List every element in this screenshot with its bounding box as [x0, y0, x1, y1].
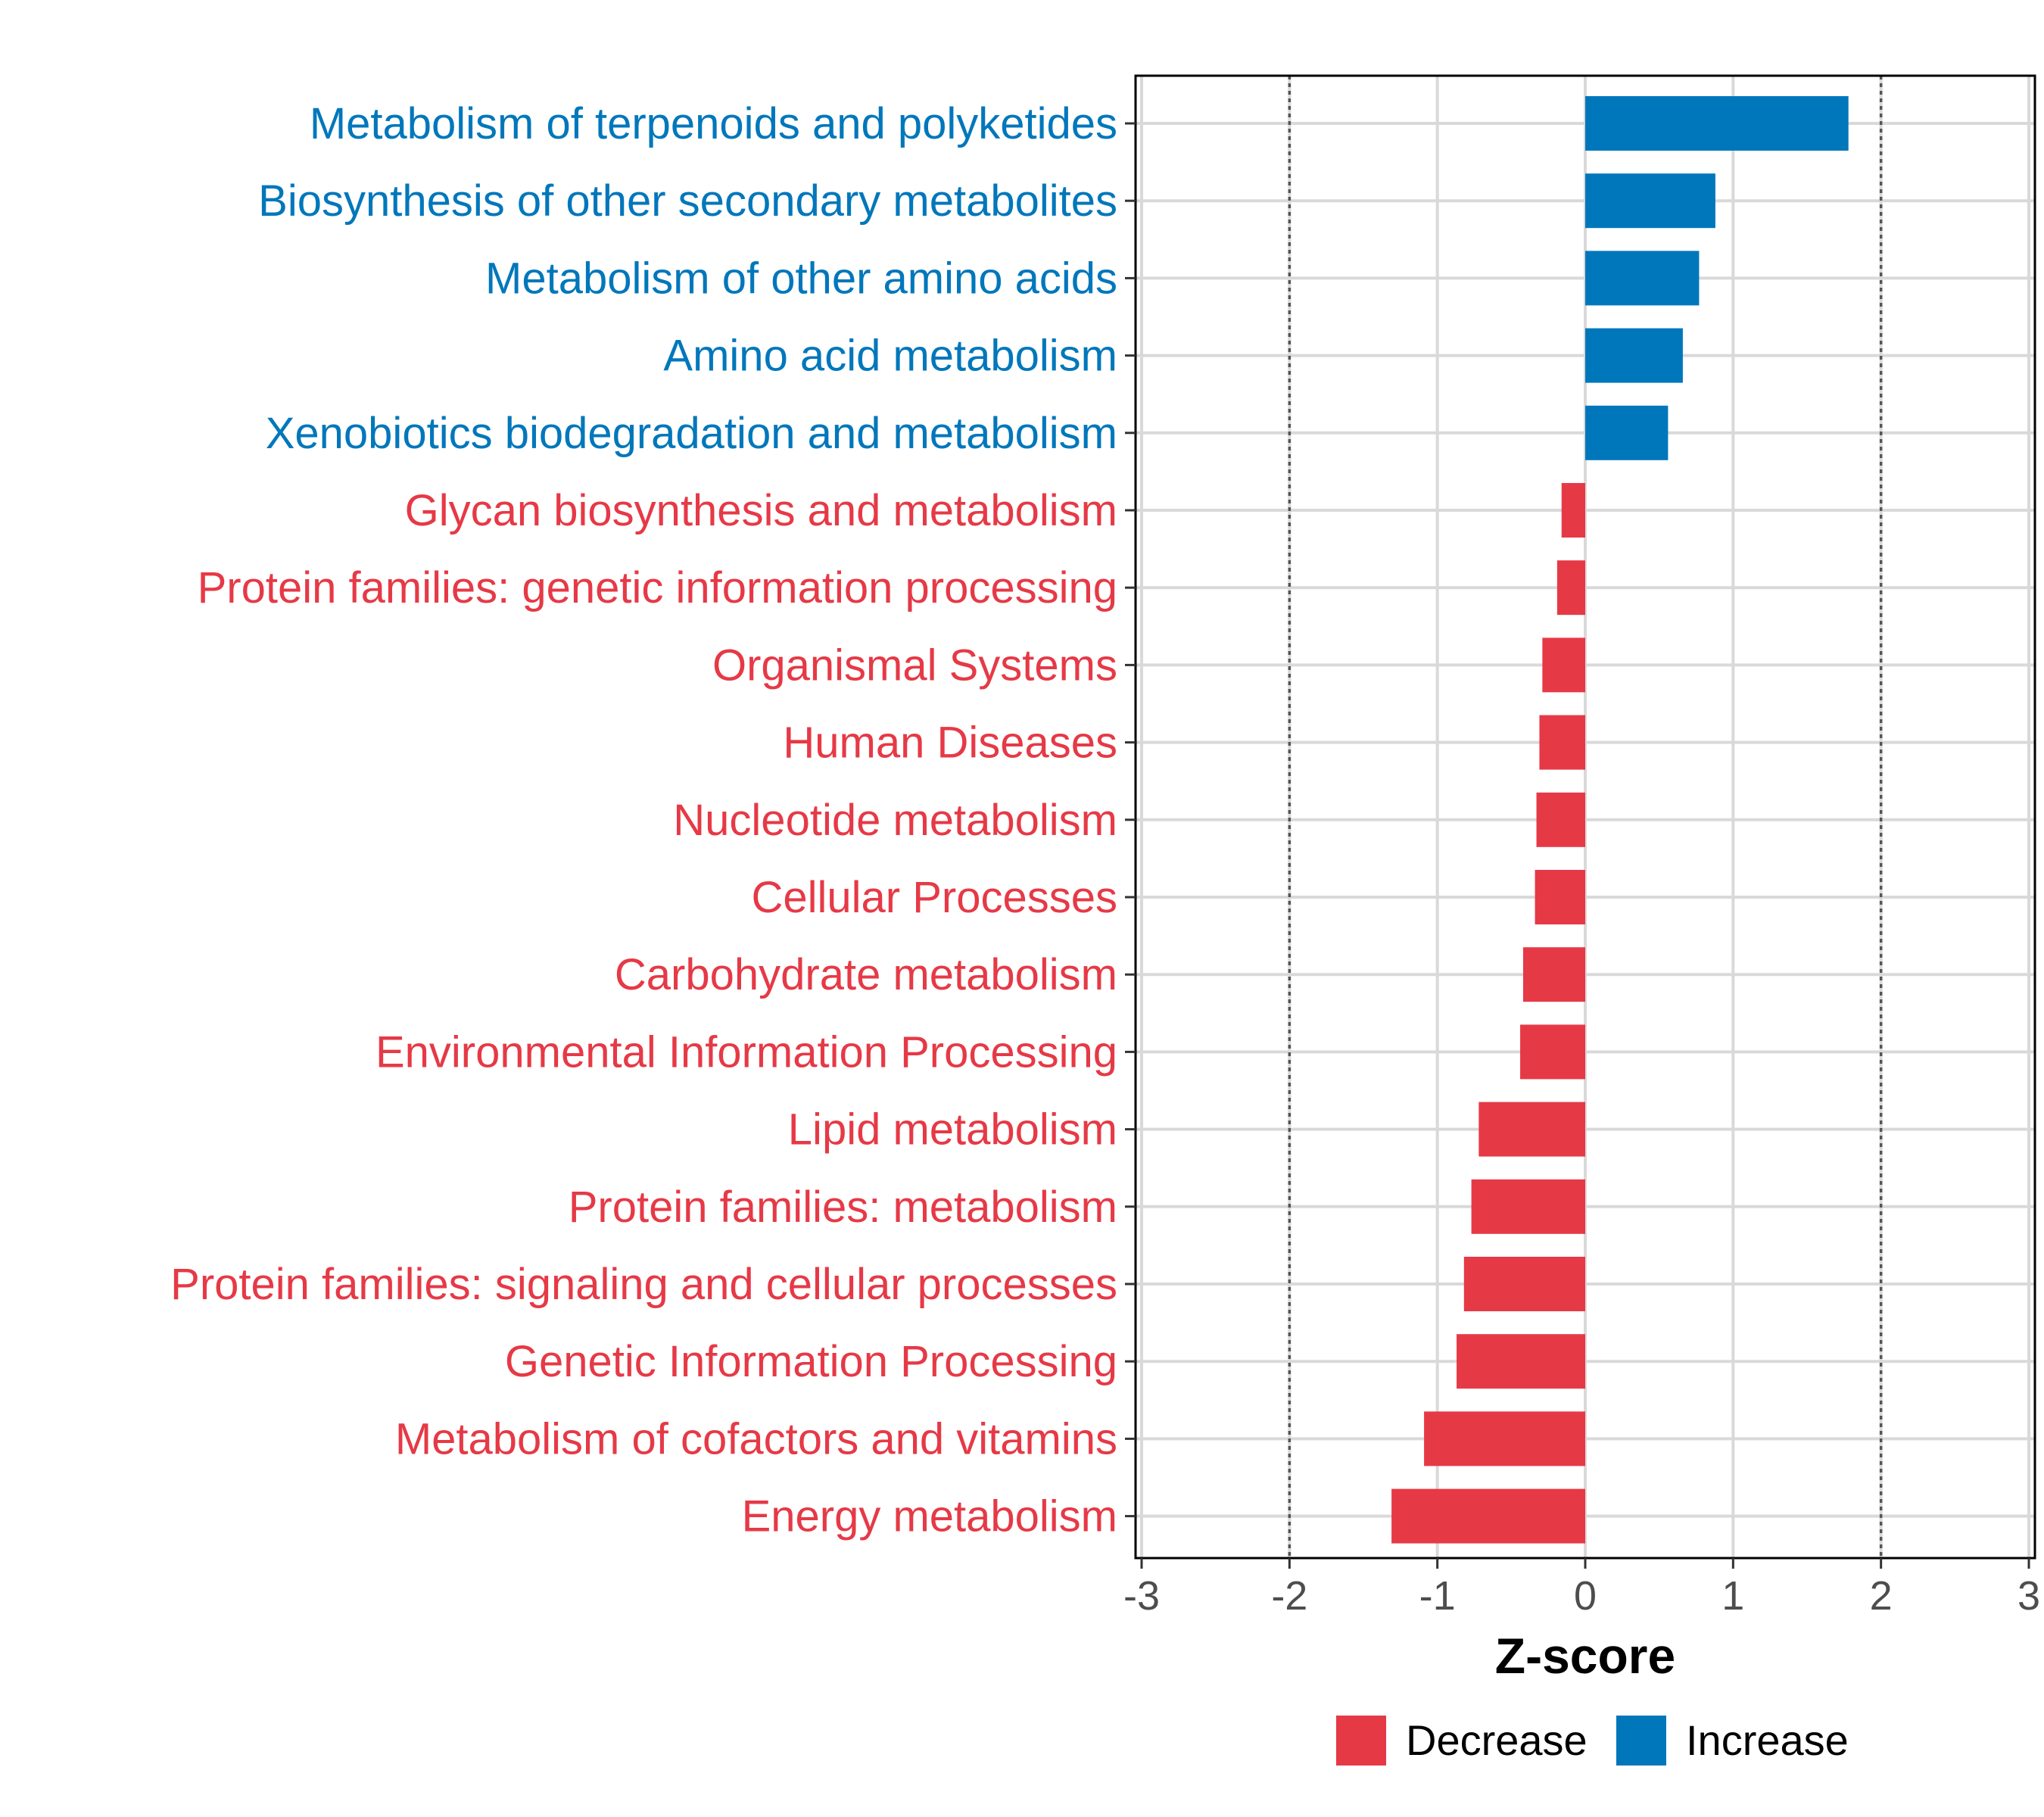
category-label: Protein families: signaling and cellular… — [170, 1260, 1117, 1309]
x-tick-label: 2 — [1870, 1573, 1893, 1619]
category-labels: Metabolism of terpenoids and polyketides… — [170, 99, 1117, 1541]
bar — [1424, 1411, 1585, 1466]
bar — [1520, 1024, 1585, 1080]
bar — [1585, 96, 1849, 151]
x-tick-label: 0 — [1574, 1573, 1597, 1619]
bar — [1542, 637, 1585, 693]
x-axis-title: Z-score — [1495, 1628, 1675, 1684]
category-label: Protein families: genetic information pr… — [198, 563, 1117, 612]
category-label: Metabolism of other amino acids — [485, 254, 1117, 303]
category-label: Cellular Processes — [751, 873, 1117, 922]
legend-label: Decrease — [1406, 1716, 1588, 1764]
y-axis-ticks — [1125, 122, 1136, 1518]
category-label: Organismal Systems — [712, 640, 1117, 690]
legend-swatch — [1616, 1716, 1666, 1766]
category-label: Xenobiotics biodegradation and metabolis… — [266, 409, 1117, 458]
category-label: Environmental Information Processing — [375, 1027, 1117, 1077]
x-tick-label: 1 — [1722, 1573, 1744, 1619]
category-label: Metabolism of terpenoids and polyketides — [310, 99, 1117, 148]
category-label: Genetic Information Processing — [505, 1337, 1117, 1386]
bar — [1561, 483, 1585, 538]
bar — [1585, 173, 1715, 229]
legend: Decrease Increase — [1336, 1716, 1849, 1766]
bar — [1535, 870, 1585, 924]
category-label: Lipid metabolism — [788, 1105, 1117, 1155]
x-tick-label: 3 — [2018, 1573, 2040, 1619]
category-label: Biosynthesis of other secondary metaboli… — [258, 176, 1117, 226]
reference-lines — [1288, 76, 1883, 1558]
bar — [1585, 405, 1669, 460]
bar — [1478, 1102, 1585, 1157]
bar — [1463, 1257, 1585, 1311]
category-label: Carbohydrate metabolism — [615, 950, 1117, 999]
x-tick-label: -3 — [1123, 1573, 1160, 1619]
category-label: Nucleotide metabolism — [673, 796, 1117, 845]
bar — [1585, 328, 1683, 383]
bars — [1391, 96, 1849, 1544]
bar — [1457, 1334, 1585, 1389]
category-label: Human Diseases — [783, 718, 1117, 768]
x-tick-label: -2 — [1271, 1573, 1307, 1619]
category-label: Glycan biosynthesis and metabolism — [405, 486, 1117, 535]
category-label: Energy metabolism — [742, 1492, 1117, 1541]
category-label: Protein families: metabolism — [569, 1183, 1117, 1232]
bar — [1522, 947, 1585, 1002]
x-axis-ticks: -3 -2 -1 0 1 2 3 — [1123, 1558, 2040, 1619]
bar — [1585, 251, 1700, 306]
bar — [1536, 792, 1585, 847]
legend-swatch — [1336, 1716, 1386, 1766]
category-label: Metabolism of cofactors and vitamins — [395, 1414, 1117, 1463]
bar — [1391, 1488, 1585, 1544]
bar — [1471, 1179, 1585, 1234]
legend-label: Increase — [1686, 1716, 1849, 1764]
x-tick-label: -1 — [1419, 1573, 1456, 1619]
category-label: Amino acid metabolism — [663, 332, 1117, 381]
bar — [1556, 560, 1585, 616]
bar — [1539, 715, 1585, 770]
